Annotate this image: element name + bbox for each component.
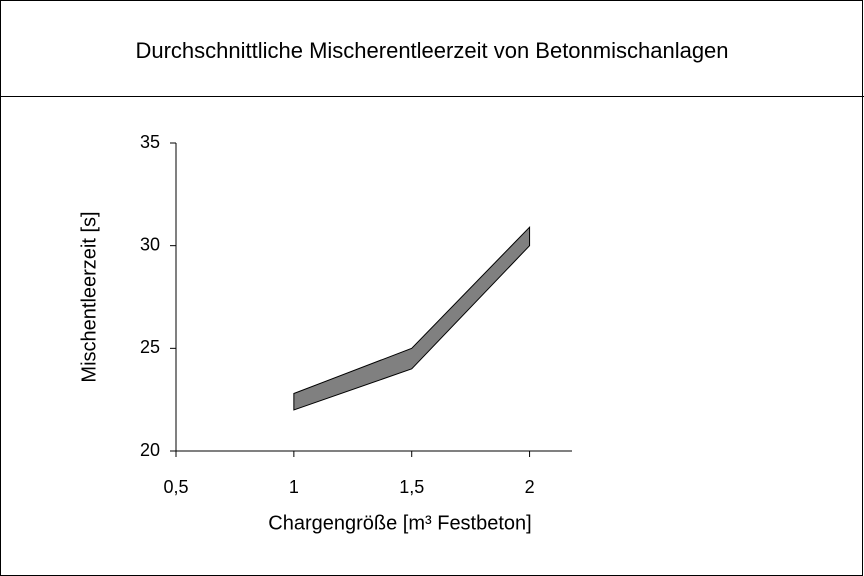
y-tick-label: 20 bbox=[140, 440, 160, 460]
y-tick-label: 30 bbox=[140, 234, 160, 254]
x-tick-label: 1 bbox=[289, 477, 299, 497]
x-axis-label: Chargengröße [m³ Festbeton] bbox=[268, 512, 531, 534]
x-tick-label: 2 bbox=[525, 477, 535, 497]
chart-title: Durchschnittliche Mischerentleerzeit von… bbox=[135, 38, 728, 63]
x-tick-label: 1,5 bbox=[399, 477, 424, 497]
y-tick-label: 35 bbox=[140, 132, 160, 152]
y-axis-label: Mischentleerzeit [s] bbox=[78, 211, 100, 382]
y-tick-label: 25 bbox=[140, 337, 160, 357]
x-tick-label: 0,5 bbox=[163, 477, 188, 497]
range-band bbox=[293, 225, 531, 411]
